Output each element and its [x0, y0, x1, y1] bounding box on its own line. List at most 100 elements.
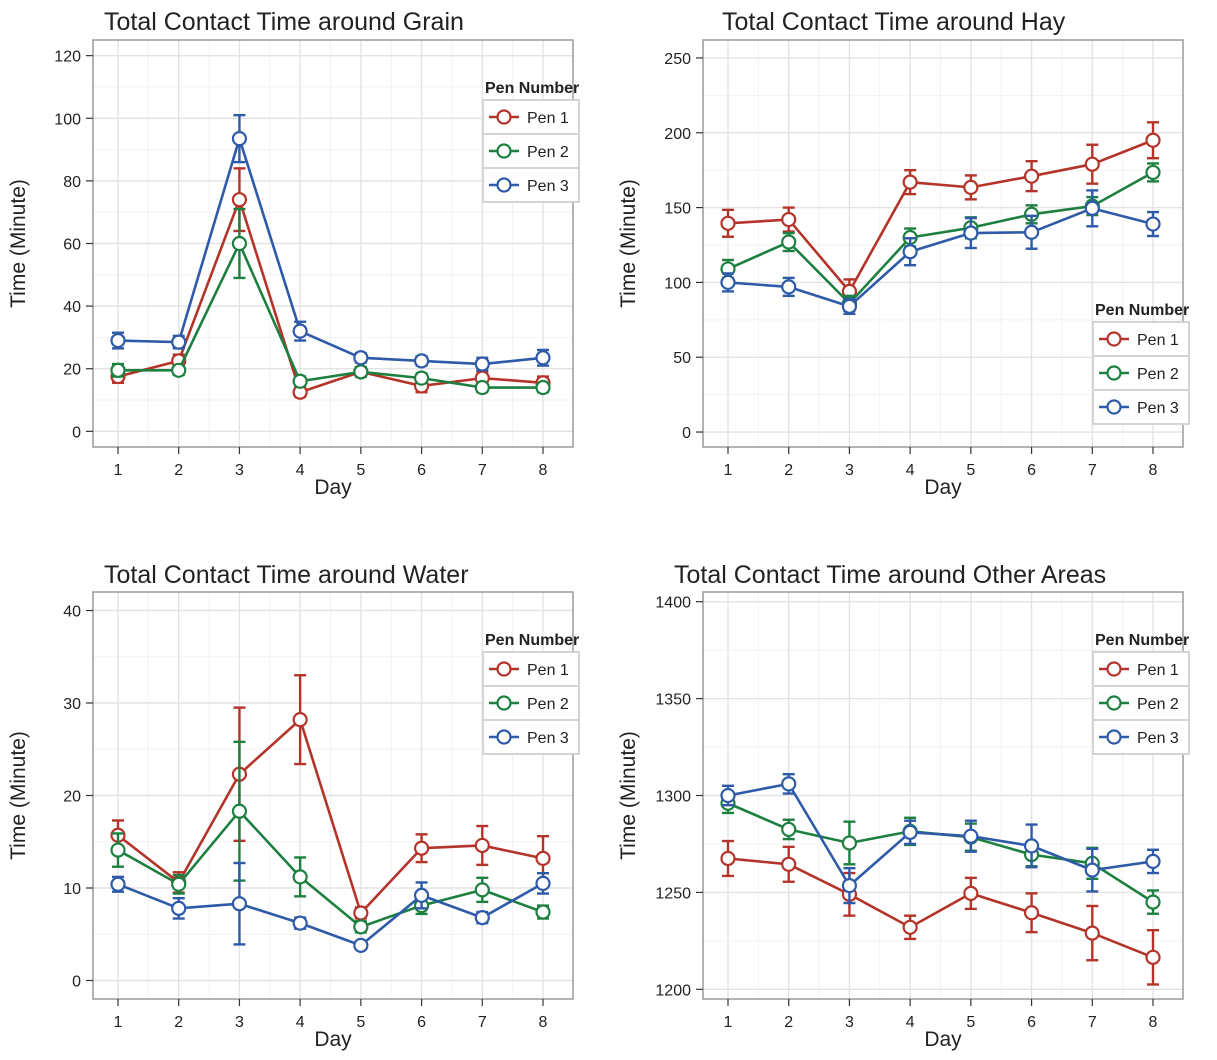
data-point: [963, 225, 979, 241]
series-line: [117, 137, 544, 366]
x-tick-label: 3: [235, 1014, 244, 1031]
x-tick-label: 7: [478, 462, 487, 479]
legend-item: Pen 2: [1092, 355, 1190, 391]
data-point: [474, 379, 490, 396]
data-point: [231, 131, 248, 147]
series-line: [117, 882, 544, 947]
data-point: [720, 787, 736, 804]
series-line: [117, 718, 544, 915]
x-axis-title: Day: [924, 1028, 962, 1051]
x-tick-label: 8: [1149, 462, 1158, 479]
chart-panel-3: 0 10 20 30 40 1 2 3 4 5 6 7 8 Total Contact Time arou…: [7, 561, 580, 1051]
legend-item: Pen 3: [1092, 719, 1190, 755]
y-tick-label: 1250: [655, 885, 691, 902]
data-point: [110, 362, 126, 378]
series-line: [118, 242, 543, 389]
x-axis-title: Day: [314, 476, 352, 499]
data-point: [902, 919, 918, 935]
y-tick-label: 1300: [655, 789, 691, 806]
y-tick-label: 150: [664, 201, 691, 218]
data-point: [353, 364, 369, 380]
data-point: [841, 298, 858, 314]
legend-key-marker: [1106, 399, 1122, 415]
legend-item: Pen 2: [1092, 685, 1190, 721]
data-point: [1084, 200, 1100, 216]
data-point: [1145, 894, 1161, 910]
x-tick-label: 4: [906, 462, 915, 479]
y-tick-label: 30: [63, 696, 81, 713]
data-point: [231, 235, 248, 252]
data-point: [1084, 925, 1100, 941]
legend-title: Pen Number: [485, 80, 579, 97]
legend-key-marker: [496, 109, 512, 125]
data-point: [474, 882, 490, 898]
legend-item: Pen 1: [482, 651, 580, 687]
x-tick-label: 2: [174, 1014, 183, 1031]
y-tick-label: 100: [664, 275, 691, 292]
data-point: [231, 192, 248, 208]
data-point: [353, 937, 369, 953]
data-point: [413, 353, 430, 369]
data-point: [353, 350, 369, 366]
data-point: [413, 887, 430, 904]
data-point: [1023, 168, 1040, 184]
y-axis-title: Time (Minute): [7, 731, 30, 860]
legend: Pen Number Pen 1 Pen 2 Pen 3: [482, 632, 580, 755]
y-tick-label: 100: [54, 111, 81, 128]
legend-label: Pen 1: [1137, 332, 1179, 349]
series-pen-3: [720, 189, 1161, 316]
y-tick-label: 80: [63, 174, 81, 191]
legend-label: Pen 1: [527, 110, 569, 127]
x-tick-label: 5: [966, 1014, 975, 1031]
legend-item: Pen 3: [482, 719, 580, 755]
y-axis-title: Time (Minute): [7, 179, 30, 308]
chart-panel-2: 0 50 100 150 200 250 1 2 3 4 5 6 7 8 Total Contact Tim…: [617, 8, 1190, 499]
legend-item: Pen 1: [482, 99, 580, 135]
legend-item: Pen 2: [482, 685, 580, 721]
x-tick-label: 8: [1149, 1014, 1158, 1031]
x-tick-label: 1: [724, 1014, 733, 1031]
x-tick-label: 5: [966, 462, 975, 479]
legend-label: Pen 3: [527, 178, 569, 195]
data-point: [171, 900, 187, 916]
data-point: [902, 174, 918, 190]
series-line: [727, 782, 1154, 887]
data-point: [535, 875, 551, 891]
data-point: [1145, 164, 1161, 181]
y-tick-label: 20: [63, 362, 81, 379]
data-point: [1023, 905, 1040, 921]
series-line: [727, 857, 1154, 959]
data-point: [781, 856, 797, 872]
data-point: [231, 803, 248, 819]
x-axis-title: Day: [314, 1028, 352, 1051]
x-tick-label: 7: [478, 1014, 487, 1031]
y-tick-label: 20: [63, 789, 81, 806]
data-point: [535, 904, 551, 920]
data-point: [413, 370, 430, 386]
x-tick-label: 8: [539, 462, 548, 479]
legend-key-marker: [1106, 695, 1122, 711]
x-tick-label: 8: [539, 1014, 548, 1031]
legend-key-marker: [1106, 729, 1122, 745]
data-point: [1145, 853, 1161, 869]
data-point: [110, 842, 126, 858]
data-point: [353, 919, 369, 935]
data-point: [110, 876, 126, 892]
data-point: [474, 909, 490, 926]
series-pen-2: [110, 207, 551, 396]
series-line: [727, 207, 1154, 308]
y-tick-label: 10: [63, 881, 81, 898]
data-point: [963, 179, 979, 195]
legend-label: Pen 2: [1137, 696, 1179, 713]
x-tick-label: 4: [906, 1014, 915, 1031]
x-tick-label: 3: [235, 462, 244, 479]
data-point: [171, 334, 187, 350]
legend-key-marker: [496, 177, 512, 193]
chart-panel-1: 0 20 40 60 80 100 120 1 2 3 4 5 6 7 8 Total Contact Tim…: [7, 8, 580, 499]
x-tick-label: 4: [296, 1014, 305, 1031]
data-point: [902, 824, 918, 840]
data-point: [963, 828, 979, 844]
legend-label: Pen 3: [1137, 400, 1179, 417]
